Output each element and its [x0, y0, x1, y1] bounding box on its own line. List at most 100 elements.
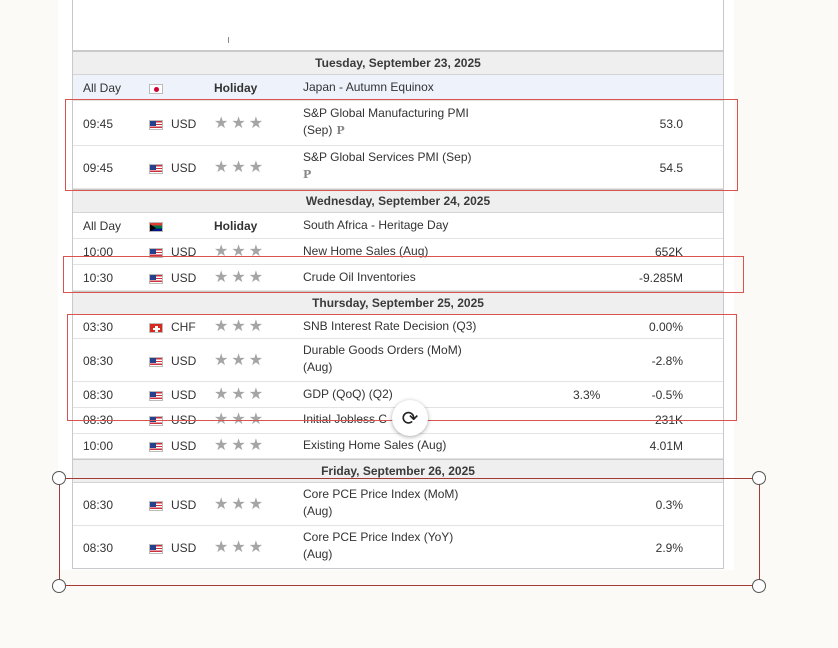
us-flag-icon: [149, 387, 163, 404]
actual-value: 2.9%: [655, 541, 683, 555]
currency-cell: USD: [171, 388, 197, 402]
currency-cell: USD: [171, 439, 197, 453]
us-flag-icon: [149, 244, 163, 261]
time-cell: 08:30: [83, 413, 114, 427]
table-row[interactable]: 08:30 USD ★★★ Durable Goods Orders (MoM)…: [73, 339, 723, 382]
swiss-flag-icon: [149, 319, 163, 336]
us-flag-icon: [149, 353, 163, 370]
calendar-top-cut-row: [73, 0, 723, 51]
time-cell: 03:30: [83, 320, 114, 334]
event-name[interactable]: S&P Global Services PMI (Sep) P: [303, 150, 472, 181]
actual-value: 0.3%: [655, 498, 683, 512]
importance-stars-icon: ★★★: [214, 352, 267, 369]
importance-stars-icon: ★★★: [214, 386, 267, 403]
importance-stars-icon: ★★★: [214, 159, 267, 176]
resize-handle-top-left[interactable]: [52, 471, 66, 485]
table-row[interactable]: 08:30 USD ★★★ Core PCE Price Index (YoY)…: [73, 526, 723, 568]
time-cell: 09:45: [83, 161, 114, 175]
rotate-icon[interactable]: ⟳: [392, 400, 428, 436]
time-cell: 08:30: [83, 541, 114, 555]
importance-stars-icon: ★★★: [214, 115, 267, 132]
time-cell: 08:30: [83, 354, 114, 368]
day-header: Tuesday, September 23, 2025: [73, 51, 723, 75]
event-name[interactable]: GDP (QoQ) (Q2): [303, 387, 393, 401]
actual-value: -0.5%: [651, 388, 683, 402]
us-flag-icon: [149, 116, 163, 133]
importance-stars-icon: ★★★: [214, 243, 267, 260]
actual-value: 0.00%: [648, 320, 683, 334]
event-name[interactable]: Core PCE Price Index (MoM) (Aug): [303, 487, 459, 518]
time-cell: 08:30: [83, 388, 114, 402]
table-row[interactable]: 10:00 USD ★★★ New Home Sales (Aug) 652K: [73, 239, 723, 265]
currency-cell: USD: [171, 245, 197, 259]
us-flag-icon: [149, 540, 163, 557]
economic-calendar: Tuesday, September 23, 2025 All Day Holi…: [72, 0, 724, 569]
us-flag-icon: [149, 270, 163, 287]
us-flag-icon: [149, 497, 163, 514]
currency-cell: USD: [171, 354, 197, 368]
resize-handle-top-right[interactable]: [752, 471, 766, 485]
holiday-label: Holiday: [214, 81, 258, 95]
table-row[interactable]: All Day Holiday Japan - Autumn Equinox: [73, 75, 723, 101]
table-row[interactable]: 08:30 USD ★★★ Core PCE Price Index (MoM)…: [73, 483, 723, 526]
actual-value: 53.0: [659, 117, 683, 131]
event-name[interactable]: Core PCE Price Index (YoY) (Aug): [303, 530, 454, 561]
currency-cell: USD: [171, 413, 197, 427]
importance-stars-icon: ★★★: [214, 411, 267, 428]
time-cell: All Day: [83, 219, 122, 233]
time-cell: 10:00: [83, 245, 114, 259]
holiday-label: Holiday: [214, 219, 258, 233]
us-flag-icon: [149, 160, 163, 177]
time-cell: 10:30: [83, 271, 114, 285]
currency-cell: CHF: [171, 320, 196, 334]
event-name[interactable]: New Home Sales (Aug): [303, 244, 429, 258]
currency-cell: USD: [171, 117, 197, 131]
event-name[interactable]: S&P Global Manufacturing PMI (Sep) P: [303, 106, 469, 137]
preliminary-icon: P: [336, 124, 345, 137]
actual-value: -9.285M: [638, 271, 683, 285]
resize-handle-bottom-left[interactable]: [52, 579, 66, 593]
selected-annotation-box[interactable]: [59, 478, 760, 586]
south-africa-flag-icon: [149, 218, 163, 235]
us-flag-icon: [149, 412, 163, 429]
importance-stars-icon: ★★★: [214, 496, 267, 513]
time-cell: 08:30: [83, 498, 114, 512]
event-name[interactable]: Initial Jobless C: [303, 412, 388, 426]
time-cell: 10:00: [83, 439, 114, 453]
time-cell: 09:45: [83, 117, 114, 131]
event-name[interactable]: Durable Goods Orders (MoM) (Aug): [303, 343, 462, 374]
day-header: Friday, September 26, 2025: [73, 459, 723, 483]
time-cell: All Day: [83, 81, 122, 95]
table-row[interactable]: 09:45 USD ★★★ S&P Global Services PMI (S…: [73, 146, 723, 189]
day-header: Thursday, September 25, 2025: [73, 291, 723, 315]
event-name[interactable]: Crude Oil Inventories: [303, 270, 416, 284]
resize-handle-bottom-right[interactable]: [752, 579, 766, 593]
table-row[interactable]: 09:45 USD ★★★ S&P Global Manufacturing P…: [73, 101, 723, 146]
actual-value: 4.01M: [649, 439, 683, 453]
currency-cell: USD: [171, 498, 197, 512]
us-flag-icon: [149, 438, 163, 455]
table-row[interactable]: 10:30 USD ★★★ Crude Oil Inventories -9.2…: [73, 265, 723, 291]
preliminary-icon: P: [303, 168, 312, 181]
importance-stars-icon: ★★★: [214, 437, 267, 454]
importance-stars-icon: ★★★: [214, 539, 267, 556]
importance-stars-icon: ★★★: [214, 269, 267, 286]
importance-stars-icon: ★★★: [214, 318, 267, 335]
event-name[interactable]: Existing Home Sales (Aug): [303, 438, 447, 452]
japan-flag-icon: [149, 80, 163, 97]
actual-value: 652K: [654, 245, 683, 259]
forecast-value: 3.3%: [573, 388, 601, 402]
actual-value: -2.8%: [651, 354, 683, 368]
event-name[interactable]: SNB Interest Rate Decision (Q3): [303, 319, 477, 333]
actual-value: 54.5: [659, 161, 683, 175]
event-name[interactable]: South Africa - Heritage Day: [303, 218, 449, 232]
currency-cell: USD: [171, 541, 197, 555]
currency-cell: USD: [171, 161, 197, 175]
event-name[interactable]: Japan - Autumn Equinox: [303, 80, 434, 94]
table-row[interactable]: 03:30 CHF ★★★ SNB Interest Rate Decision…: [73, 315, 723, 339]
currency-cell: USD: [171, 271, 197, 285]
actual-value: 231K: [654, 413, 683, 427]
day-header: Wednesday, September 24, 2025: [73, 189, 723, 213]
table-row[interactable]: All Day Holiday South Africa - Heritage …: [73, 213, 723, 239]
table-row[interactable]: 10:00 USD ★★★ Existing Home Sales (Aug) …: [73, 434, 723, 459]
